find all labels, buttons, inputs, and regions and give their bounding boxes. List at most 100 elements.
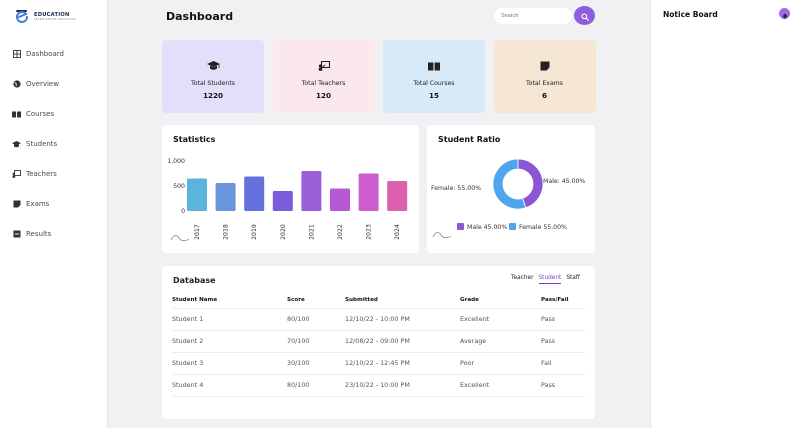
brand-logo[interactable]: EDUCATION LEARN ONLINE EDUCATION xyxy=(14,8,76,26)
main-content: Dashboard Total Students 1220 Total Teac… xyxy=(108,0,650,428)
table-row[interactable]: Student 2 70/100 12/08/22 - 09:00 PM Ave… xyxy=(172,330,585,353)
table-row[interactable]: Student 4 80/100 23/10/22 - 10:00 PM Exc… xyxy=(172,374,585,397)
sidebar-item-label: Results xyxy=(26,230,52,238)
x-tick-label: 2017 xyxy=(194,224,201,240)
bar-2020[interactable] xyxy=(272,191,293,211)
legend-swatch xyxy=(509,223,516,230)
teacher-board-icon xyxy=(12,170,21,179)
sparkline-icon xyxy=(432,232,452,239)
search-button[interactable] xyxy=(574,6,595,25)
sidebar-item-label: Courses xyxy=(26,110,55,118)
search-input[interactable] xyxy=(494,8,572,24)
x-tick-label: 2021 xyxy=(308,224,315,240)
table-cell: 80/100 xyxy=(287,374,345,397)
sidebar-item-results[interactable]: Results xyxy=(12,228,64,240)
bar-2022[interactable] xyxy=(330,188,350,212)
bell-icon xyxy=(782,4,788,23)
table-cell: 30/100 xyxy=(287,352,345,375)
x-tick-label: 2019 xyxy=(251,224,258,240)
table-cell: 12/10/22 - 10:00 PM xyxy=(345,308,460,331)
bar-2024[interactable] xyxy=(387,181,408,211)
brand-tagline: LEARN ONLINE EDUCATION xyxy=(34,17,76,21)
sidebar-item-label: Dashboard xyxy=(26,50,64,58)
table-cell: 70/100 xyxy=(287,330,345,353)
logo-icon xyxy=(14,8,32,26)
legend-label: Male 45.00% xyxy=(467,224,507,231)
book-icon xyxy=(12,110,21,119)
table-row[interactable]: Student 3 30/100 12/10/22 - 12:45 PM Poo… xyxy=(172,352,585,375)
statistics-title: Statistics xyxy=(173,135,216,144)
bar-2023[interactable] xyxy=(358,173,379,212)
statistics-bar-chart: 1,000 500 0 2017 2018 2019 2020 2021 2022 2023 202… xyxy=(167,158,408,242)
legend-swatch xyxy=(457,223,464,230)
table-cell: Pass xyxy=(541,308,585,331)
result-icon xyxy=(12,230,21,239)
sidebar-item-exams[interactable]: Exams xyxy=(12,198,64,210)
x-tick-label: 2018 xyxy=(223,224,230,240)
sidebar-item-courses[interactable]: Courses xyxy=(12,108,64,120)
table-cell: Pass xyxy=(541,330,585,353)
bar-2019[interactable] xyxy=(244,176,265,212)
card-label: Total Teachers xyxy=(301,80,346,87)
table-cell: Student 1 xyxy=(172,308,287,331)
table-cell: Average xyxy=(460,330,541,353)
tab-student[interactable]: Student xyxy=(538,275,562,284)
tab-staff[interactable]: Staff xyxy=(566,275,580,281)
column-header[interactable]: Score xyxy=(287,293,345,309)
table-cell: Excellent xyxy=(460,308,541,331)
sidebar-item-overview[interactable]: Overview xyxy=(12,78,64,90)
tab-teacher[interactable]: Teacher xyxy=(511,275,534,281)
sparkline-icon xyxy=(170,235,190,242)
notice-board-title: Notice Board xyxy=(663,10,718,19)
card-total-teachers[interactable]: Total Teachers 120 xyxy=(272,40,375,113)
x-tick-label: 2023 xyxy=(366,224,373,240)
table-cell: Poor xyxy=(460,352,541,375)
table-cell: 23/10/22 - 10:00 PM xyxy=(345,374,460,397)
slice-female[interactable] xyxy=(492,158,527,210)
sidebar-nav: Dashboard Overview Courses Students Teac… xyxy=(12,48,64,258)
card-total-exams[interactable]: Total Exams 6 xyxy=(493,40,596,113)
card-label: Total Courses xyxy=(413,80,455,87)
card-label: Total Exams xyxy=(525,80,564,87)
bar-2021[interactable] xyxy=(301,171,322,211)
globe-icon xyxy=(12,80,21,89)
student-ratio-title: Student Ratio xyxy=(438,135,501,144)
card-label: Total Students xyxy=(191,80,235,87)
column-header[interactable]: Pass/Fail xyxy=(541,293,585,309)
table-cell: Pass xyxy=(541,374,585,397)
x-tick-label: 2024 xyxy=(394,224,401,240)
database-title: Database xyxy=(173,276,216,285)
sidebar-item-dashboard[interactable]: Dashboard xyxy=(12,48,64,60)
card-total-students[interactable]: Total Students 1220 xyxy=(162,40,264,113)
table-cell: Student 2 xyxy=(172,330,287,353)
card-total-courses[interactable]: Total Courses 15 xyxy=(383,40,485,113)
table-cell: 80/100 xyxy=(287,308,345,331)
student-ratio-donut-chart: Male: 45.00% Female: 55.00% Male 45.00% Fem… xyxy=(431,158,585,239)
bar-2017[interactable] xyxy=(187,178,207,212)
sidebar-item-label: Students xyxy=(26,140,58,148)
sidebar-item-students[interactable]: Students xyxy=(12,138,64,150)
database-tabs: Teacher Student Staff xyxy=(511,275,585,284)
teacher-board-icon xyxy=(318,56,330,71)
note-icon xyxy=(12,200,21,209)
table-cell: Excellent xyxy=(460,374,541,397)
summary-cards: Total Students 1220 Total Teachers 120 T… xyxy=(162,40,604,113)
column-header[interactable]: Submitted xyxy=(345,293,460,309)
notification-button[interactable] xyxy=(779,8,790,19)
search-icon xyxy=(580,6,589,25)
sidebar-item-label: Overview xyxy=(26,80,59,88)
table-cell: Fail xyxy=(541,352,585,375)
column-header[interactable]: Grade xyxy=(460,293,541,309)
brand-name: EDUCATION xyxy=(34,11,70,18)
book-icon xyxy=(428,56,440,71)
table-row[interactable]: Student 1 80/100 12/10/22 - 10:00 PM Exc… xyxy=(172,308,585,331)
bar-2018[interactable] xyxy=(215,183,236,211)
x-tick-label: 2022 xyxy=(337,224,344,240)
legend-label: Female 55.00% xyxy=(519,224,567,231)
column-header[interactable]: Student Name xyxy=(172,293,287,309)
page-title: Dashboard xyxy=(166,10,234,23)
sidebar-item-label: Teachers xyxy=(26,170,57,178)
y-tick-label: 500 xyxy=(173,183,185,190)
sidebar-item-teachers[interactable]: Teachers xyxy=(12,168,64,180)
student-ratio-panel: Student Ratio Male: 45.00% Female: 55.00%… xyxy=(427,125,595,253)
